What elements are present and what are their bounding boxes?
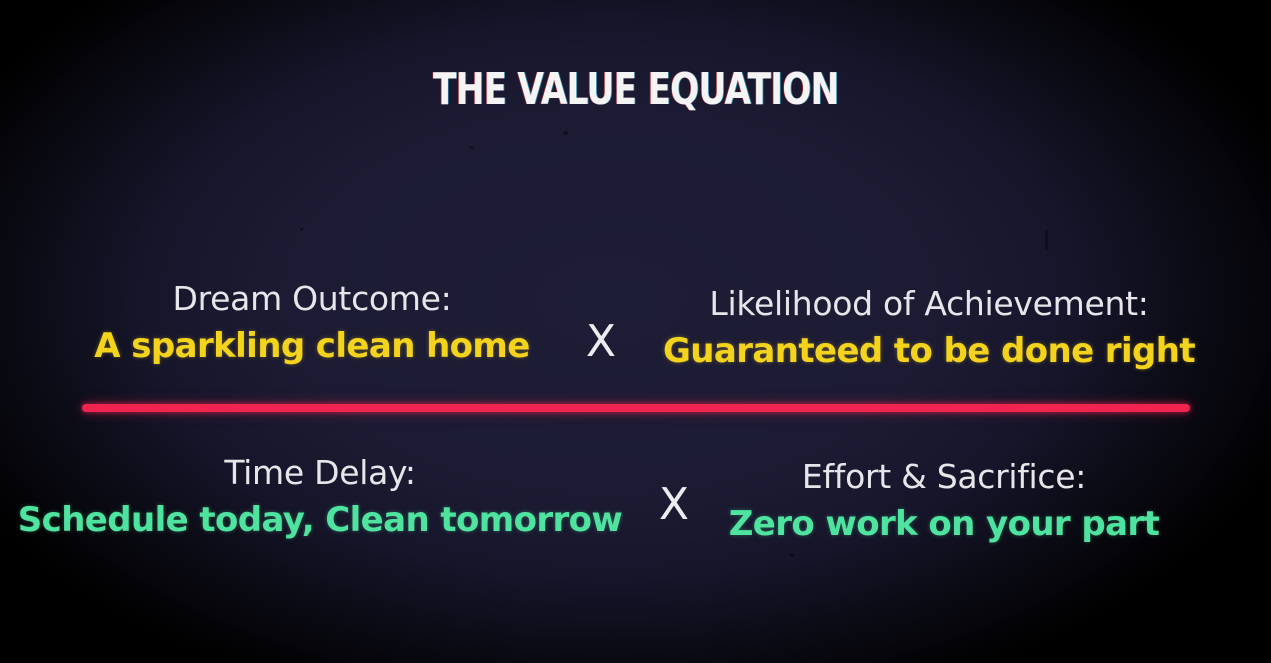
page-title: THE VALUE EQUATION xyxy=(433,64,839,115)
multiply-operator-top: X xyxy=(585,316,617,367)
likelihood-value: Guaranteed to be done right xyxy=(662,331,1196,371)
grain-speck xyxy=(300,228,303,231)
time-delay-label: Time Delay: xyxy=(224,453,416,492)
time-delay-value: Schedule today, Clean tomorrow xyxy=(17,500,623,540)
dream-outcome-label: Dream Outcome: xyxy=(172,279,452,318)
likelihood-label: Likelihood of Achievement: xyxy=(709,284,1149,323)
effort-sacrifice-label: Effort & Sacrifice: xyxy=(801,457,1087,496)
grain-speck xyxy=(790,553,794,557)
effort-sacrifice-value: Zero work on your part xyxy=(728,504,1160,544)
multiply-operator-bottom: X xyxy=(658,479,690,530)
dream-outcome-value: A sparkling clean home xyxy=(94,326,530,366)
grain-speck xyxy=(563,131,568,135)
grain-speck xyxy=(1045,230,1048,250)
fraction-divider xyxy=(82,404,1190,412)
grain-speck xyxy=(470,146,473,149)
